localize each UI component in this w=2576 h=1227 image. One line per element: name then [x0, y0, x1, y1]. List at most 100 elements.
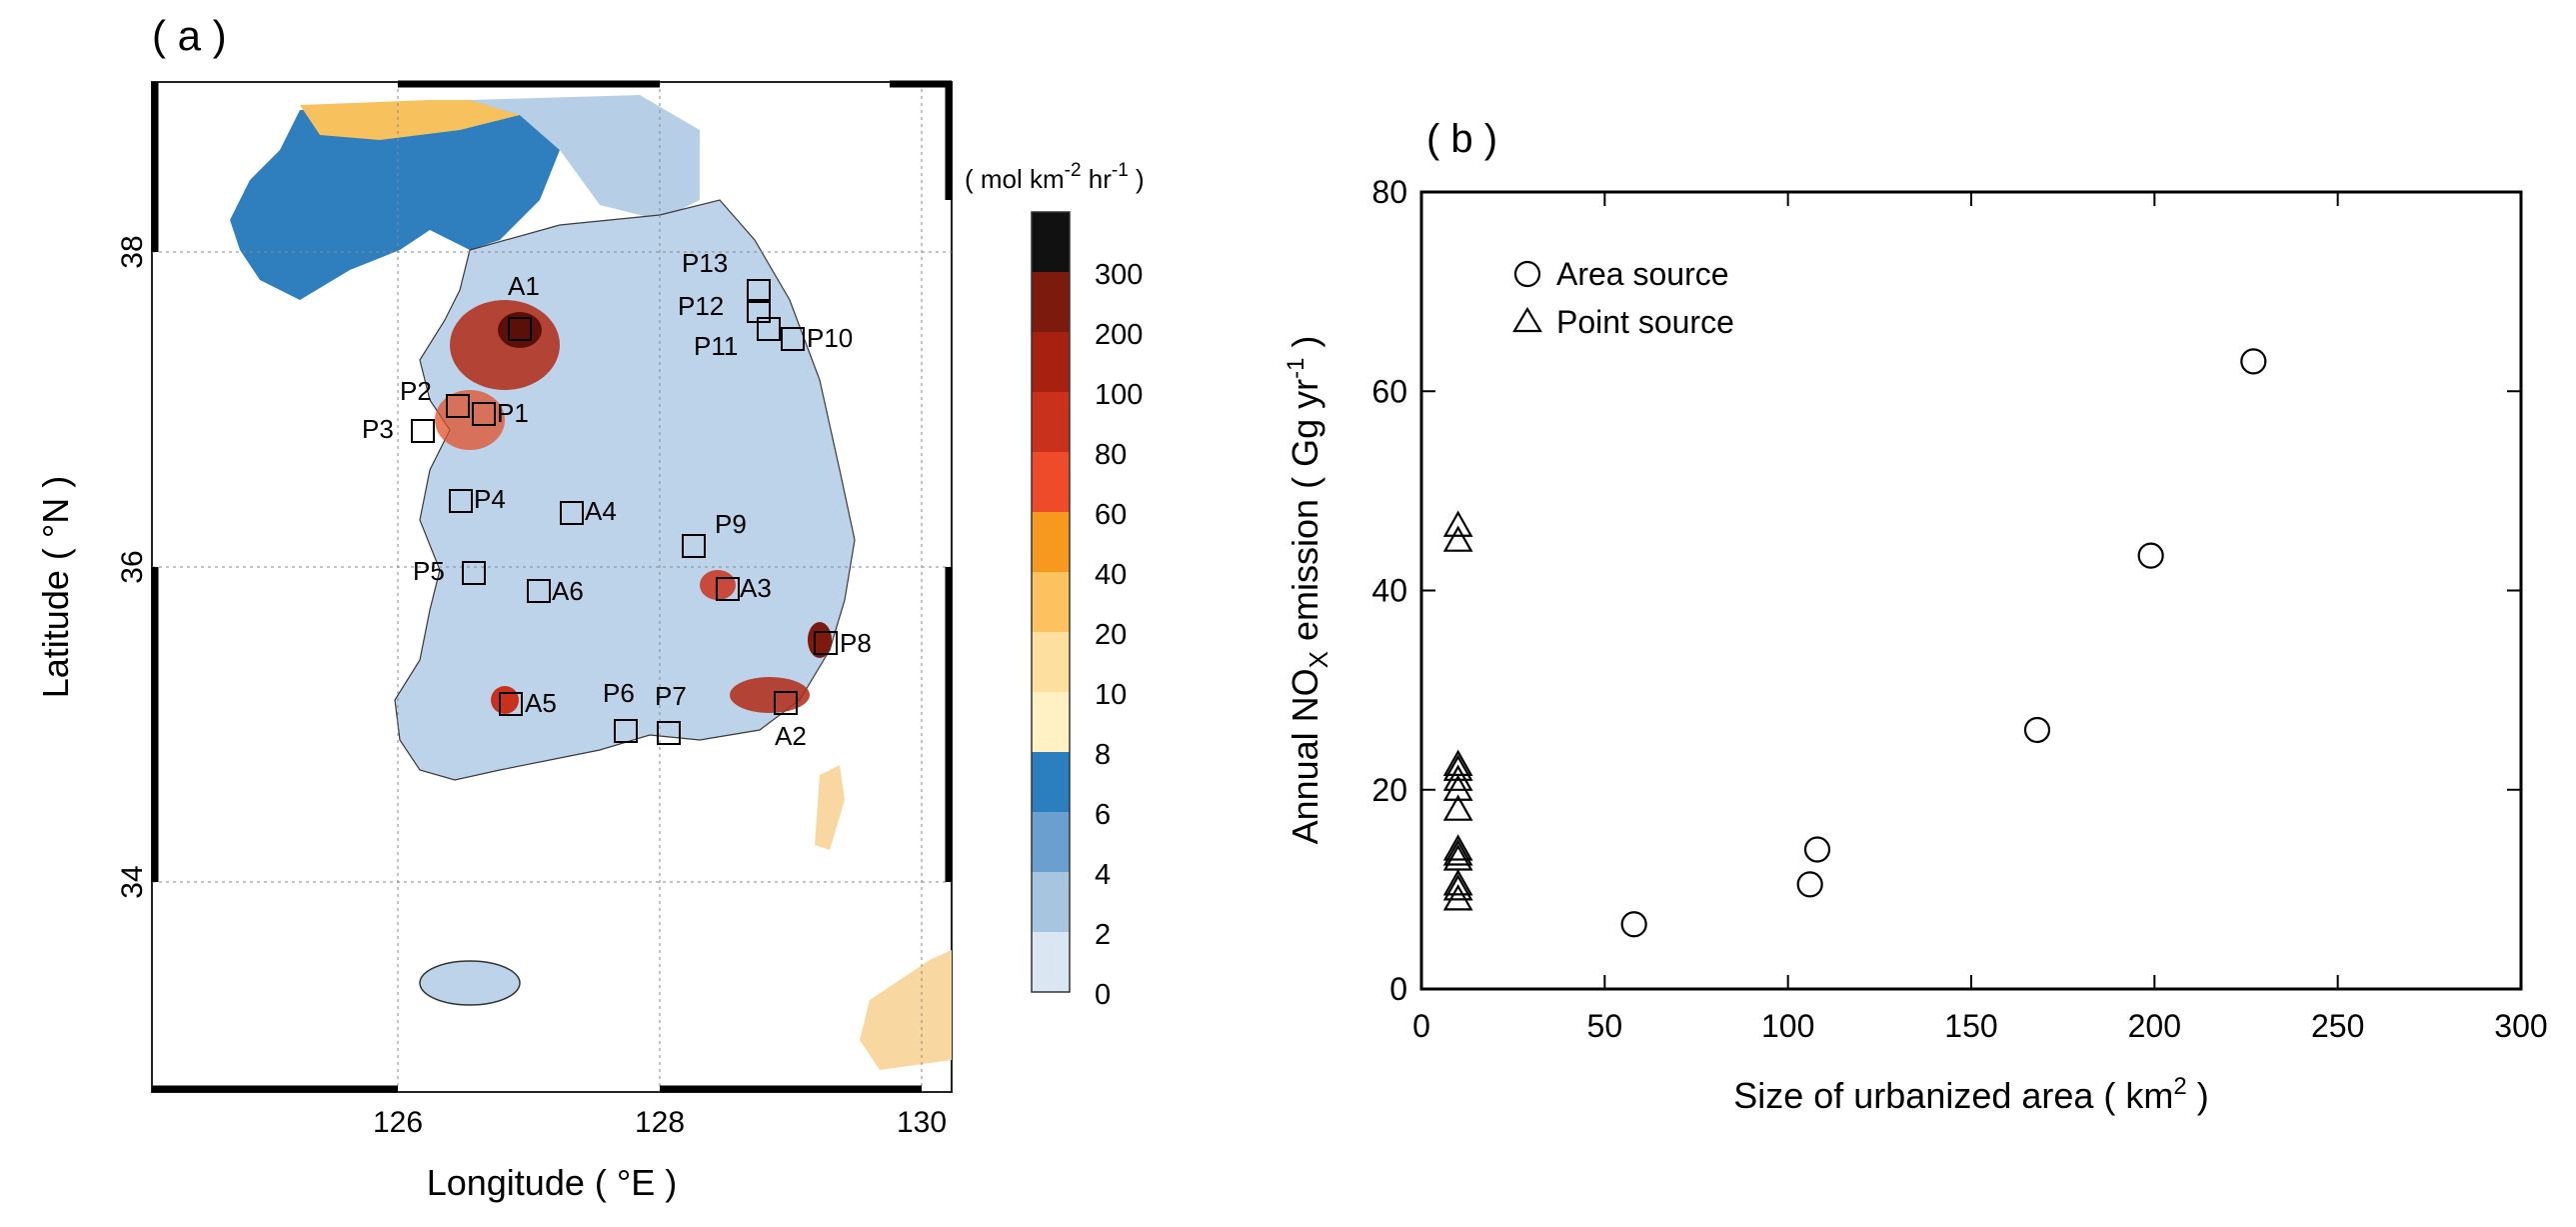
map-graticule: [152, 82, 952, 1092]
x-tick-label: 300: [2494, 1008, 2547, 1044]
site-box-p12: [747, 299, 771, 323]
site-label-a1: A1: [508, 271, 540, 301]
panel-b-label: ( b ): [1426, 117, 1497, 161]
colorbar-tick-label: 0: [1095, 979, 1111, 1011]
site-label-p3: P3: [362, 414, 394, 444]
area-source-point: [2023, 716, 2051, 744]
colorbar-tick-label: 6: [1095, 799, 1111, 831]
point-source-point: [1442, 834, 1473, 861]
hotspot-busan: [730, 677, 810, 713]
colorbar-unit-exp1: -2: [1065, 160, 1082, 181]
site-label-p13: P13: [682, 248, 728, 278]
site-label-p12: P12: [678, 291, 724, 321]
x-tick-label: 200: [2128, 1008, 2181, 1044]
legend-triangle-marker: [1512, 306, 1542, 333]
colorbar-unit-suffix: ): [1129, 164, 1145, 194]
point-source-point: [1442, 510, 1473, 537]
colorbar-segment: [1032, 752, 1070, 812]
site-markers: [411, 279, 838, 745]
lat-tick: 38: [116, 235, 149, 268]
map-y-axis-label: Latitude ( °N ): [35, 476, 76, 699]
site-label-p11: P11: [694, 331, 738, 361]
panel-a: ( a ): [35, 12, 1145, 1203]
site-box-a6: [527, 579, 551, 603]
colorbar-outline: [1031, 211, 1071, 993]
lon-tick: 128: [635, 1106, 685, 1139]
x-tick-label: 50: [1587, 1008, 1623, 1044]
map-lon-ticks: 126 128 130: [373, 1106, 947, 1139]
axes: 0 50 100 150 200 250 300 0 20 40 60 80: [1371, 174, 2547, 1044]
x-tick-label: 100: [1761, 1008, 1814, 1044]
colorbar-unit-prefix: ( mol km: [965, 164, 1065, 194]
site-label-p7: P7: [655, 681, 687, 711]
map-x-axis-label: Longitude ( °E ): [427, 1162, 678, 1203]
lon-tick: 130: [897, 1106, 947, 1139]
point-source-point: [1442, 525, 1473, 552]
y-tick-label: 40: [1371, 573, 1407, 609]
colorbar-tick-label: 100: [1095, 379, 1143, 411]
site-label-p9: P9: [715, 509, 747, 539]
lon-tick: 126: [373, 1106, 423, 1139]
map-north-east-region: [470, 95, 700, 220]
area-source-point: [1620, 911, 1647, 938]
site-label-a5: A5: [525, 688, 557, 718]
colorbar-segment: [1032, 812, 1070, 872]
colorbar-tick-label: 8: [1095, 739, 1111, 771]
site-box-p3: [411, 419, 435, 443]
point-source-point: [1442, 884, 1473, 911]
map-content: [151, 80, 953, 1093]
x-tick-label: 150: [1944, 1008, 1997, 1044]
site-box-p8: [814, 631, 838, 655]
panel-b: ( b ) 0 50 100 150 200 250 300 0 20 40 60 80 Area s…: [1283, 117, 2548, 1116]
point-source-point: [1442, 869, 1473, 896]
y-tick-label: 60: [1371, 373, 1407, 409]
site-label-p2: P2: [400, 376, 432, 406]
hotspot-gwangju: [491, 686, 519, 714]
hotspot-west-coast: [435, 390, 505, 450]
site-box-a4: [560, 501, 584, 525]
lat-tick: 36: [116, 550, 149, 583]
colorbar-tick-label: 300: [1095, 259, 1143, 291]
site-box-a1: [508, 317, 532, 341]
site-labels: A1 A2 A3 A4 A5 A6 P1 P2 P3 P4 P5 P6 P7 P…: [362, 248, 872, 751]
map-jeju-island: [419, 960, 521, 1006]
x-axis-label: Size of urbanized area ( km2 ): [1733, 1073, 2209, 1116]
site-box-p4: [449, 489, 473, 513]
colorbar-tick-label: 80: [1095, 439, 1127, 471]
legend-circle-marker: [1513, 260, 1541, 288]
lat-tick: 34: [116, 865, 149, 898]
y-tick-label: 0: [1389, 971, 1407, 1007]
site-box-a5: [499, 692, 523, 716]
area-source-point: [2137, 542, 2164, 569]
colorbar-segment: [1032, 512, 1070, 572]
x-tick-label: 250: [2311, 1008, 2364, 1044]
colorbar-segment: [1032, 452, 1070, 512]
legend: Area source Point source: [1512, 256, 1734, 340]
x-tick-label: 0: [1412, 1008, 1430, 1044]
hotspot-ulsan: [808, 622, 832, 658]
hotspot-seoul: [450, 300, 560, 390]
map-border-ticks: [151, 80, 953, 1093]
colorbar-unit-mid: hr: [1082, 164, 1113, 194]
point-source-point: [1442, 764, 1473, 791]
map-north-orange-strip: [300, 100, 520, 140]
site-box-a2: [774, 691, 798, 715]
site-box-p10: [781, 327, 805, 351]
site-box-p2: [446, 394, 470, 418]
panel-a-label: ( a ): [152, 12, 227, 59]
site-label-p4: P4: [474, 484, 506, 514]
colorbar-unit-label: ( mol km-2 hr-1 ): [965, 160, 1145, 194]
colorbar-tick-label: 200: [1095, 319, 1143, 351]
site-box-p7: [657, 721, 681, 745]
colorbar-tick-label: 2: [1095, 919, 1111, 951]
colorbar-tick-label: 10: [1095, 679, 1127, 711]
site-box-p5: [462, 561, 486, 585]
y-tick-label: 80: [1371, 174, 1407, 210]
site-label-a3: A3: [740, 573, 772, 603]
colorbar-segment: [1032, 692, 1070, 752]
colorbar-tick-label: 20: [1095, 619, 1127, 651]
site-box-p1: [472, 402, 496, 426]
point-source-point: [1442, 839, 1473, 866]
